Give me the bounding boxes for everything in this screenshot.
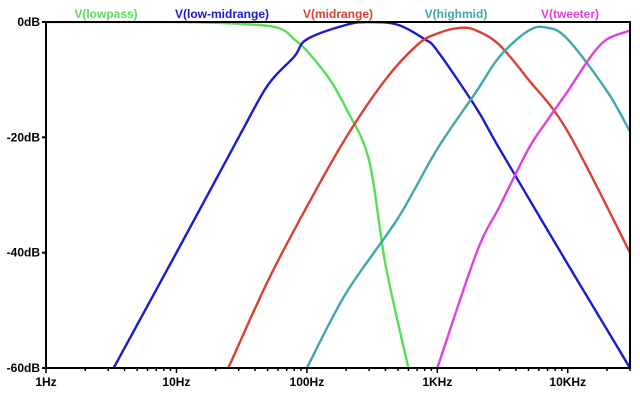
legend-entry: V(highmid) (425, 7, 488, 21)
y-tick-label: -40dB (7, 246, 41, 260)
series-line-v-midrange (227, 26, 630, 368)
x-tick-label: 10Hz (162, 375, 190, 389)
x-tick-label: 10KHz (549, 375, 586, 389)
series-line-v-highmid (305, 25, 630, 368)
legend-entry: V(low-midrange) (175, 7, 269, 21)
x-tick-label: 1KHz (422, 375, 452, 389)
legend-entry: V(tweeter) (541, 7, 599, 21)
legend: V(lowpass) V(low-midrange) V(midrange) V(hi… (74, 7, 599, 21)
y-tick-label: 0dB (17, 15, 40, 29)
series-line-v-tweeter (436, 29, 630, 368)
plot-border (45, 21, 631, 369)
x-tick-label: 1Hz (35, 375, 56, 389)
y-tick-label: -20dB (7, 130, 41, 144)
y-tick-label: -60dB (7, 361, 41, 375)
legend-entry: V(midrange) (303, 7, 373, 21)
legend-entry: V(lowpass) (74, 7, 137, 21)
y-axis: 0dB -20dB -40dB -60dB (7, 15, 46, 375)
x-axis: 1Hz 10Hz 100Hz 1KHz 10KHz (35, 368, 631, 389)
x-tick-label: 100Hz (290, 375, 325, 389)
